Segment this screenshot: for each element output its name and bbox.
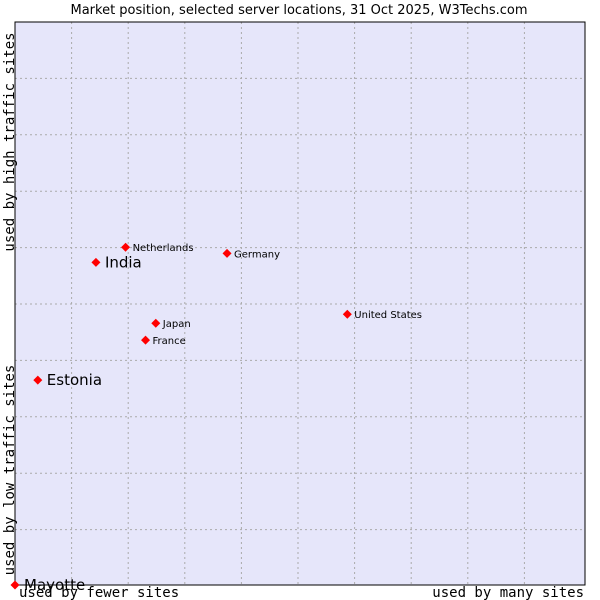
label-germany: Germany bbox=[234, 249, 280, 260]
point-germany: Germany bbox=[222, 248, 280, 260]
point-india: India bbox=[91, 253, 142, 271]
marker-india bbox=[91, 257, 101, 267]
marker-united-states bbox=[342, 309, 352, 319]
label-mayotte: Mayotte bbox=[24, 576, 85, 594]
point-united-states: United States bbox=[342, 309, 422, 321]
marker-mayotte bbox=[10, 580, 20, 590]
point-japan: Japan bbox=[151, 318, 191, 330]
y-axis-low-label: used by low traffic sites bbox=[2, 365, 18, 576]
point-france: France bbox=[141, 335, 186, 347]
x-axis-low-label: used by fewer sites bbox=[19, 585, 179, 600]
label-estonia: Estonia bbox=[47, 371, 102, 389]
grid bbox=[15, 22, 585, 585]
label-india: India bbox=[105, 253, 142, 271]
point-estonia: Estonia bbox=[33, 371, 102, 389]
point-netherlands: Netherlands bbox=[121, 242, 194, 254]
plot-border bbox=[14, 21, 586, 586]
label-netherlands: Netherlands bbox=[133, 243, 194, 254]
marker-france bbox=[141, 335, 151, 345]
marker-estonia bbox=[33, 375, 43, 385]
y-axis-high-label: used by high traffic sites bbox=[2, 32, 18, 251]
label-united-states: United States bbox=[354, 310, 422, 321]
marker-germany bbox=[222, 248, 232, 258]
point-mayotte: Mayotte bbox=[10, 576, 85, 594]
x-axis-high-label: used by many sites bbox=[432, 585, 584, 600]
chart-title: Market position, selected server locatio… bbox=[70, 3, 527, 18]
marker-japan bbox=[151, 318, 161, 328]
label-japan: Japan bbox=[162, 319, 191, 330]
label-france: France bbox=[153, 336, 186, 347]
marker-netherlands bbox=[121, 242, 131, 252]
